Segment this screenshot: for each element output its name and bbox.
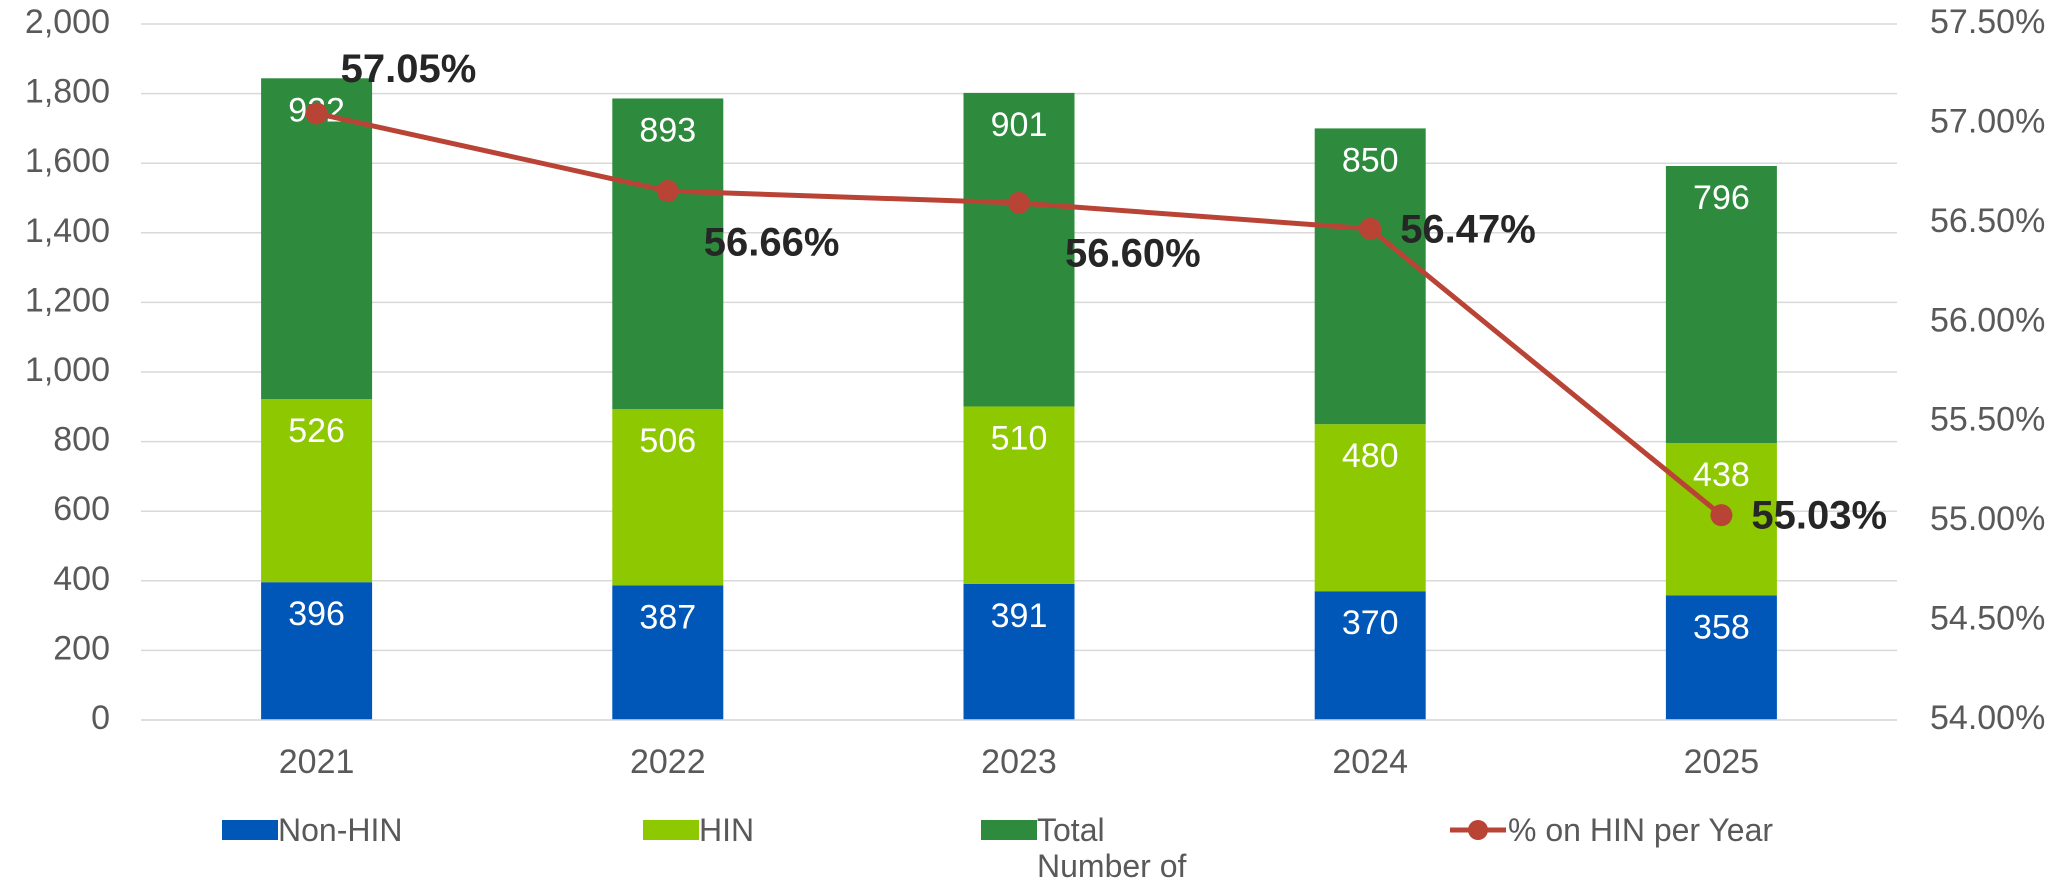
bar-segment <box>1314 128 1426 425</box>
data-label: 396 <box>288 595 345 633</box>
line-point <box>305 102 328 125</box>
legend-swatch <box>1450 820 1506 840</box>
y-tick-label: 400 <box>53 560 110 598</box>
data-label: 506 <box>639 422 696 460</box>
bar-segment <box>612 409 724 586</box>
legend-swatch <box>222 820 278 840</box>
data-label: 56.60% <box>1065 232 1201 276</box>
x-tick-label: 2025 <box>1684 743 1760 781</box>
y2-tick-label: 55.00% <box>1930 500 2045 538</box>
y2-tick-label: 54.50% <box>1930 600 2045 638</box>
x-tick-label: 2021 <box>279 743 355 781</box>
bar-segment <box>1314 424 1426 592</box>
y-tick-label: 200 <box>53 629 110 667</box>
y2-tick-label: 56.50% <box>1930 202 2045 240</box>
y-tick-label: 0 <box>91 699 110 737</box>
data-label: 850 <box>1342 141 1399 179</box>
bar-segment <box>612 585 724 720</box>
data-label: 796 <box>1693 179 1750 217</box>
legend-item: Total Number of Crashes <box>981 812 1217 885</box>
data-label: 526 <box>288 412 345 450</box>
y-tick-label: 1,400 <box>25 212 110 250</box>
bar-segment <box>1665 595 1777 720</box>
line-point <box>1359 217 1382 240</box>
line-point <box>1008 191 1030 214</box>
data-label: 480 <box>1342 437 1399 475</box>
legend-label: Non-HIN <box>278 812 403 848</box>
y2-tick-label: 55.50% <box>1930 401 2045 439</box>
legend-item: HIN <box>643 812 754 848</box>
y-tick-label: 1,600 <box>25 142 110 180</box>
y-tick-label: 600 <box>53 490 110 528</box>
line-point <box>656 180 679 203</box>
y2-tick-label: 54.00% <box>1930 699 2045 737</box>
legend-swatch <box>643 820 699 840</box>
legend: Non-HIN HIN Total Number of Crashes % on HI… <box>0 812 2070 885</box>
y2-tick-label: 56.00% <box>1930 301 2045 339</box>
data-label: 387 <box>639 598 696 636</box>
bar-segment <box>261 582 373 720</box>
bar-segment <box>963 406 1075 584</box>
y2-tick-label: 57.50% <box>1930 3 2045 41</box>
legend-label: % on HIN per Year <box>1508 812 1774 848</box>
x-tick-label: 2023 <box>981 743 1057 781</box>
x-tick-label: 2022 <box>630 743 706 781</box>
data-label: 358 <box>1693 608 1750 646</box>
data-label: 901 <box>991 106 1048 144</box>
data-label: 438 <box>1693 456 1750 494</box>
bar-segment <box>1314 591 1426 720</box>
bar-segment <box>612 98 724 410</box>
legend-swatch <box>981 820 1037 840</box>
data-label: 56.66% <box>704 221 840 265</box>
bar-segment <box>261 78 373 400</box>
data-label: 370 <box>1342 604 1399 642</box>
legend-label: HIN <box>699 812 755 848</box>
bar-segment <box>963 92 1075 407</box>
y-tick-label: 800 <box>53 421 110 459</box>
line-point <box>1710 504 1733 527</box>
y2-tick-label: 57.00% <box>1930 102 2045 140</box>
data-label: 510 <box>991 419 1048 457</box>
data-label: 893 <box>639 111 696 149</box>
y-tick-label: 1,200 <box>25 281 110 319</box>
legend-dot <box>1468 820 1488 840</box>
bar-segment <box>1665 165 1777 443</box>
y-tick-label: 1,000 <box>25 351 110 389</box>
y-tick-label: 1,800 <box>25 73 110 111</box>
x-tick-label: 2024 <box>1332 743 1408 781</box>
data-label: 56.47% <box>1400 207 1536 251</box>
data-label: 55.03% <box>1751 494 1887 538</box>
y-tick-label: 2,000 <box>25 3 110 41</box>
legend-item: % on HIN per Year <box>1448 812 1773 848</box>
bar-segment <box>261 399 373 583</box>
data-label: 391 <box>991 597 1048 635</box>
legend-label: Total Number of Crashes <box>1037 812 1187 885</box>
data-label: 57.05% <box>341 47 477 91</box>
bar-segment <box>963 583 1075 720</box>
legend-item: Non-HIN <box>222 812 402 848</box>
chart: 0 200 400 600 800 1,000 1,200 1,400 1,600 1,800 2,… <box>25 3 2045 781</box>
